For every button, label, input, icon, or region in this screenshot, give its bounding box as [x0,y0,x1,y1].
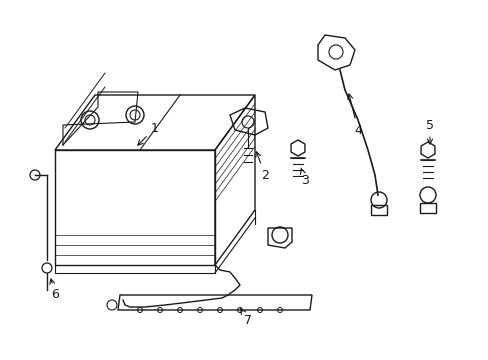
Text: 7: 7 [240,309,251,327]
Text: 2: 2 [255,152,268,181]
Text: 3: 3 [300,168,308,186]
Text: 5: 5 [425,118,433,144]
Text: 6: 6 [50,279,59,302]
Text: 1: 1 [138,122,159,145]
Text: 4: 4 [347,94,361,136]
